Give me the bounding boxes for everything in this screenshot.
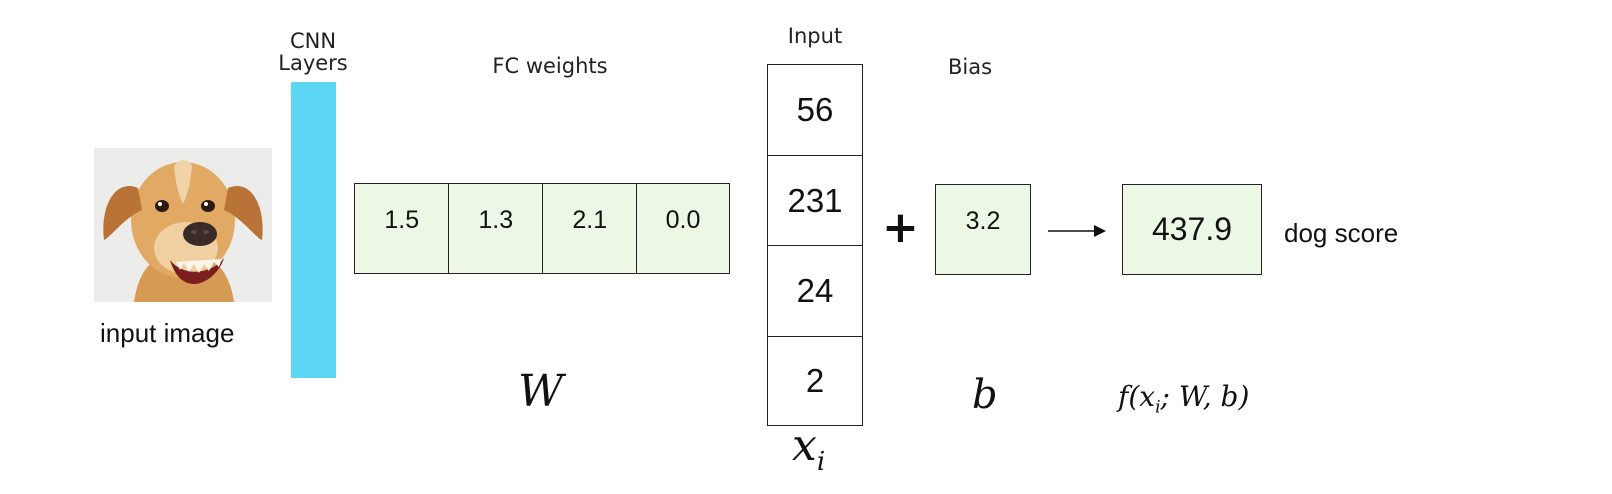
weight-cell-2: 1.3 xyxy=(448,183,544,274)
weight-cell-3: 2.1 xyxy=(542,183,638,274)
bias-label: Bias xyxy=(947,55,993,79)
f-part: f(x xyxy=(1118,380,1156,413)
bias-cell: 3.2 xyxy=(935,184,1031,275)
input-cell-1: 56 xyxy=(767,64,863,156)
w-symbol: W xyxy=(518,366,564,417)
cnn-layers-label: CNN Layers xyxy=(278,29,348,75)
input-image xyxy=(94,148,272,302)
plus-sign: + xyxy=(882,202,919,253)
arrow-right-icon xyxy=(1048,222,1108,240)
dog-photo-icon xyxy=(94,148,272,302)
x-i-symbol: xi xyxy=(792,420,825,477)
cnn-layers-bar xyxy=(291,82,336,378)
dog-score-label: dog score xyxy=(1284,218,1399,248)
fc-weights-label: FC weights xyxy=(492,54,608,78)
input-cell-4: 2 xyxy=(767,335,863,426)
x-base: x xyxy=(792,420,817,471)
score-cell: 437.9 xyxy=(1122,184,1262,275)
score-function-symbol: f(xi; W, b) xyxy=(1118,380,1249,418)
b-symbol: b xyxy=(972,372,998,418)
weight-cell-4: 0.0 xyxy=(636,183,730,274)
weight-cell-1: 1.5 xyxy=(354,183,450,274)
f-rest: ; W, b) xyxy=(1160,380,1250,413)
input-image-label: input image xyxy=(100,318,235,348)
input-cell-2: 231 xyxy=(767,154,863,247)
input-cell-3: 24 xyxy=(767,245,863,337)
f-sub: i xyxy=(1155,397,1161,418)
x-sub: i xyxy=(816,446,826,477)
input-label: Input xyxy=(787,24,843,48)
